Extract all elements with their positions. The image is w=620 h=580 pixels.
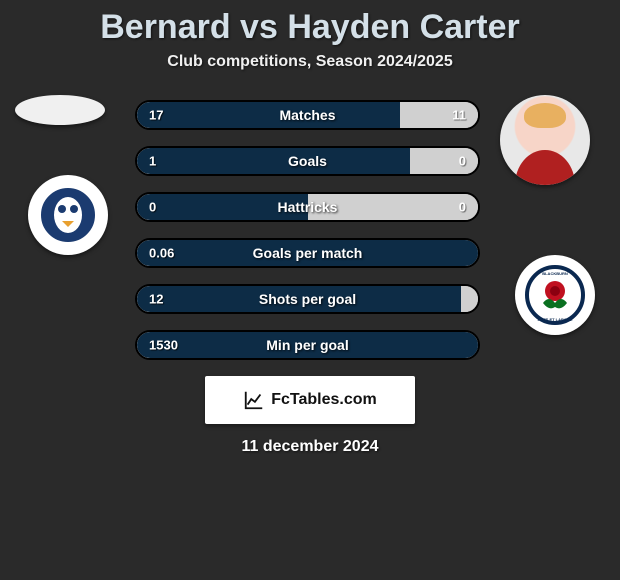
- bar-left-fill: [137, 148, 410, 174]
- stat-label: Shots per goal: [259, 291, 356, 307]
- bar-right-fill: [461, 286, 478, 312]
- chart-icon: [243, 389, 265, 411]
- stat-row: 1 0 Goals: [135, 146, 480, 176]
- comparison-area: BLACKBURN ARTE ET LABORE 17 11 Matches 1 0 Go…: [0, 95, 620, 360]
- stat-left-value: 0.06: [149, 246, 174, 261]
- stat-label: Matches: [279, 107, 335, 123]
- club-badge-right: BLACKBURN ARTE ET LABORE: [515, 255, 595, 335]
- stat-right-value: 11: [452, 108, 466, 123]
- subtitle: Club competitions, Season 2024/2025: [0, 53, 620, 71]
- stat-row: 12 Shots per goal: [135, 284, 480, 314]
- stat-left-value: 12: [149, 292, 163, 307]
- brand-box: FcTables.com: [205, 376, 415, 424]
- rose-badge-icon: BLACKBURN ARTE ET LABORE: [525, 265, 585, 325]
- stat-right-value: 0: [459, 200, 466, 215]
- stat-label: Goals per match: [253, 245, 363, 261]
- bar-right-fill: [410, 148, 478, 174]
- player-left-avatar: [15, 95, 105, 125]
- bar-left-fill: [137, 102, 400, 128]
- stat-row: 1530 Min per goal: [135, 330, 480, 360]
- stat-row: 0 0 Hattricks: [135, 192, 480, 222]
- stat-left-value: 1530: [149, 338, 178, 353]
- stat-right-value: 0: [459, 154, 466, 169]
- stat-left-value: 17: [149, 108, 163, 123]
- stat-label: Min per goal: [266, 337, 348, 353]
- stat-bars: 17 11 Matches 1 0 Goals 0 0 Hattricks 0.06 Goals p…: [135, 95, 480, 360]
- player-right-avatar: [500, 95, 590, 185]
- stat-left-value: 0: [149, 200, 156, 215]
- stat-row: 0.06 Goals per match: [135, 238, 480, 268]
- stat-label: Hattricks: [278, 199, 338, 215]
- stat-left-value: 1: [149, 154, 156, 169]
- svg-text:BLACKBURN: BLACKBURN: [542, 271, 568, 276]
- owl-badge-icon: [38, 185, 98, 245]
- stat-label: Goals: [288, 153, 327, 169]
- date-label: 11 december 2024: [0, 438, 620, 456]
- club-badge-left: [28, 175, 108, 255]
- page-title: Bernard vs Hayden Carter: [0, 8, 620, 47]
- stat-row: 17 11 Matches: [135, 100, 480, 130]
- brand-label: FcTables.com: [271, 391, 377, 409]
- svg-text:ARTE ET LABORE: ARTE ET LABORE: [537, 317, 572, 322]
